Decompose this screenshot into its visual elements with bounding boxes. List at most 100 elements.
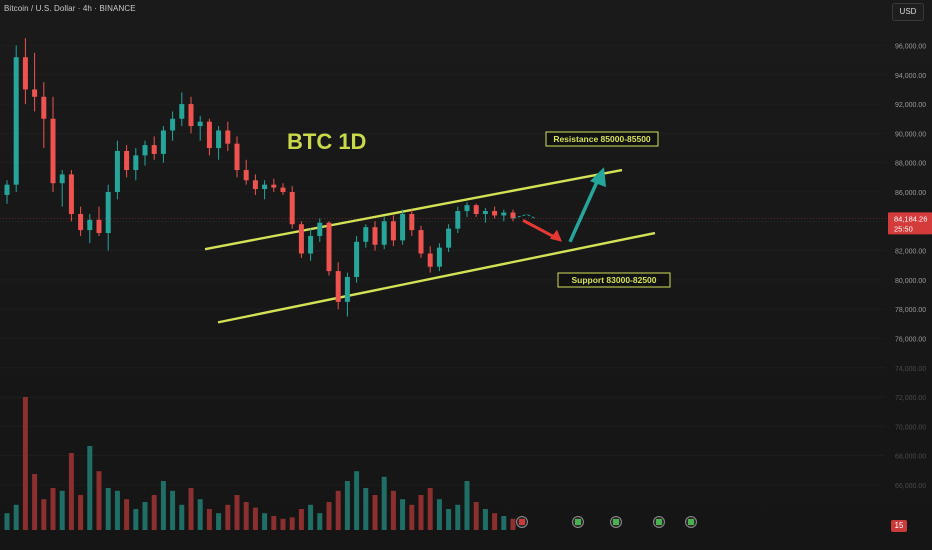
volume-bar	[216, 513, 222, 530]
volume-bar	[124, 499, 130, 530]
support-trendline	[217, 231, 656, 324]
price-tick-label: 66,000.00	[895, 483, 926, 490]
candle-body	[78, 213, 84, 231]
flag-icon-glyph	[613, 519, 619, 525]
candle-body	[400, 213, 406, 241]
candle-body	[124, 150, 130, 171]
candle-body	[363, 227, 369, 242]
volume-bar	[418, 495, 424, 530]
volume-bar	[427, 488, 433, 530]
volume-bar	[436, 499, 442, 530]
candles	[4, 38, 516, 317]
price-tick-label: 76,000.00	[895, 337, 926, 344]
volume-bar	[308, 504, 314, 530]
volume-bar	[446, 509, 452, 530]
symbol-title: Bitcoin / U.S. Dollar · 4h · BINANCE	[4, 4, 136, 13]
candle-body	[41, 96, 47, 119]
volume-bar	[298, 509, 304, 530]
gridlines	[0, 45, 886, 486]
candle-body	[436, 247, 442, 267]
candle-body	[243, 170, 249, 181]
volume-bar	[464, 481, 470, 530]
currency-button[interactable]: USD	[892, 3, 924, 21]
projection-arrows	[512, 167, 606, 243]
volume-bar	[289, 517, 295, 530]
volume-bar	[510, 518, 516, 530]
volume-bar	[160, 481, 166, 530]
volume-bar	[133, 509, 139, 530]
price-tick-label: 70,000.00	[895, 424, 926, 431]
candle-body	[482, 211, 488, 214]
candle-body	[262, 184, 268, 190]
volume-bar	[114, 490, 120, 530]
volume-bar	[151, 495, 157, 530]
candle-body	[188, 104, 194, 127]
candle-body	[271, 184, 277, 188]
volume-bar	[252, 507, 258, 530]
price-tick-label: 72,000.00	[895, 395, 926, 402]
volume-bar	[234, 495, 240, 530]
candle-body	[492, 211, 498, 216]
volume-bar	[243, 502, 249, 530]
candle-body	[280, 187, 286, 192]
candle-body	[308, 235, 314, 254]
price-tick-label: 88,000.00	[895, 161, 926, 168]
support-label: Support 83000-82500	[571, 275, 656, 285]
volume-bar	[335, 490, 341, 530]
volume-bar	[372, 495, 378, 530]
candle-body	[317, 222, 323, 236]
candle-body	[68, 174, 74, 214]
volume-bar	[68, 453, 74, 530]
volume-bar	[87, 446, 93, 530]
volume-bar	[32, 474, 38, 530]
chart-title: BTC 1D	[287, 129, 366, 154]
volume-bar	[197, 499, 203, 530]
resistance-trendline	[204, 168, 623, 251]
volume-bar	[105, 488, 111, 530]
price-tick-label: 68,000.00	[895, 454, 926, 461]
annotations: BTC 1D Resistance 85000-85500 Support 8300…	[287, 129, 697, 528]
candle-body	[252, 180, 258, 190]
volume-bar	[492, 513, 498, 530]
candle-body	[501, 212, 507, 216]
volume-bar	[78, 495, 84, 530]
candle-body	[464, 205, 470, 212]
candle-body	[151, 145, 157, 154]
candle-body	[335, 271, 341, 302]
volume-bar	[96, 471, 102, 530]
candle-body	[197, 121, 203, 127]
volume-bar	[59, 490, 65, 530]
volume-bar	[381, 476, 387, 530]
candle-body	[354, 241, 360, 277]
candle-body	[510, 212, 516, 219]
candle-body	[142, 145, 148, 156]
volume-bar	[473, 502, 479, 530]
price-tick-label: 78,000.00	[895, 307, 926, 314]
volume-bar	[50, 488, 56, 530]
candle-body	[298, 224, 304, 254]
candle-body	[133, 155, 139, 171]
volume-bar	[225, 504, 231, 530]
volume-bar	[271, 516, 277, 530]
candle-body	[473, 205, 479, 214]
price-tick-label: 74,000.00	[895, 366, 926, 373]
trend-channel	[204, 168, 656, 324]
price-tick-label: 92,000.00	[895, 102, 926, 109]
candle-body	[289, 192, 295, 225]
flag-icon-glyph	[688, 519, 694, 525]
candle-body	[409, 213, 415, 231]
bottom-badge[interactable]: 15	[891, 520, 907, 532]
volume-bar	[206, 509, 212, 530]
candle-body	[50, 118, 56, 184]
volume-bar	[262, 513, 268, 530]
volume-bar	[455, 504, 461, 530]
up-arrow-shaft	[568, 174, 602, 243]
volume-bar	[326, 502, 332, 530]
candle-body	[13, 57, 19, 185]
up-arrow-head	[590, 167, 606, 188]
volume-bar	[400, 499, 406, 530]
candle-body	[114, 150, 120, 192]
price-tick-label: 90,000.00	[895, 131, 926, 138]
candle-body	[234, 143, 240, 171]
